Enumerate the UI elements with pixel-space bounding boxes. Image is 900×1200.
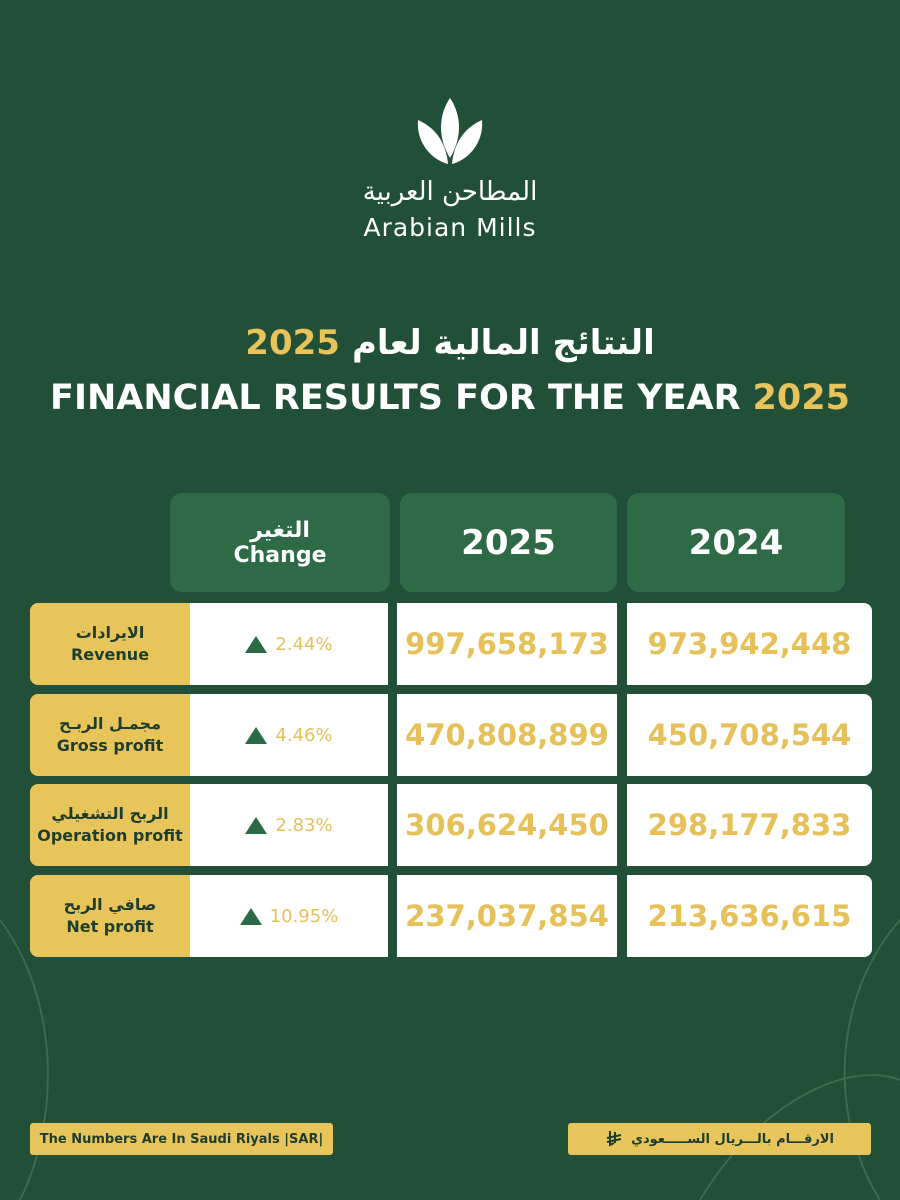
row-label-ar: الربح التشغيلي [51,804,169,824]
row-label: الايرادات Revenue [30,603,190,685]
title-en-text: FINANCIAL RESULTS FOR THE YEAR [50,378,741,418]
title-en: FINANCIAL RESULTS FOR THE YEAR 2025 [0,372,900,424]
row-label: الربح التشغيلي Operation profit [30,784,190,866]
row-label-en: Revenue [70,645,150,664]
value-col-2: 213,636,615 [627,875,872,957]
logo-mark [417,98,483,164]
row-label-ar: صافي الربح [63,895,157,915]
value-col-1: 237,037,854 [397,875,617,957]
riyal-symbol [606,1131,622,1147]
change-cell: 4.46% [190,694,388,776]
title-ar: النتائج المالية لعام 2025 [0,318,900,368]
value-col-2: 973,942,448 [627,603,872,685]
change-cell: 10.95% [190,875,388,957]
up-arrow [245,816,268,834]
change-value: 10.95% [269,905,339,927]
value-col-1: 470,808,899 [397,694,617,776]
header-change-ar: التغير [250,517,310,543]
header-col-2: 2024 [627,493,845,592]
title-en-year: 2025 [752,378,850,418]
row-label-en: Net profit [66,917,154,936]
footer-note-ar-text: الارقـــام بالـــريال الســـــعودي [631,1131,834,1147]
title-ar-year: 2025 [245,323,340,363]
value-col-1: 997,658,173 [397,603,617,685]
row-label: صافي الربح Net profit [30,875,190,957]
logo-name-ar: المطاحن العربية [362,177,538,207]
row-label-ar: الايرادات [75,623,145,643]
header-change: التغير Change [170,493,390,592]
up-arrow [239,907,262,925]
value-col-2: 450,708,544 [627,694,872,776]
change-cell: 2.44% [190,603,388,685]
footer-note-ar: الارقـــام بالـــريال الســـــعودي [568,1123,871,1155]
change-value: 2.44% [275,633,333,655]
decor [0,919,900,1200]
header-change-en: Change [233,542,327,568]
row-label: مجمـل الربـح Gross profit [30,694,190,776]
up-arrow [245,726,268,744]
row-label-ar: مجمـل الربـح [59,714,161,734]
header-col-1: 2025 [400,493,617,592]
row-label-en: Operation profit [37,826,183,845]
value-col-1: 306,624,450 [397,784,617,866]
up-arrow [245,635,268,653]
value-col-2: 298,177,833 [627,784,872,866]
change-cell: 2.83% [190,784,388,866]
logo-name-en: Arabian Mills [363,212,537,242]
row-label-en: Gross profit [56,736,164,755]
footer-note-en: The Numbers Are In Saudi Riyals |SAR| [30,1123,333,1155]
title-ar-text: النتائج المالية لعام [351,323,655,363]
change-value: 2.83% [275,814,333,836]
change-value: 4.46% [275,724,333,746]
